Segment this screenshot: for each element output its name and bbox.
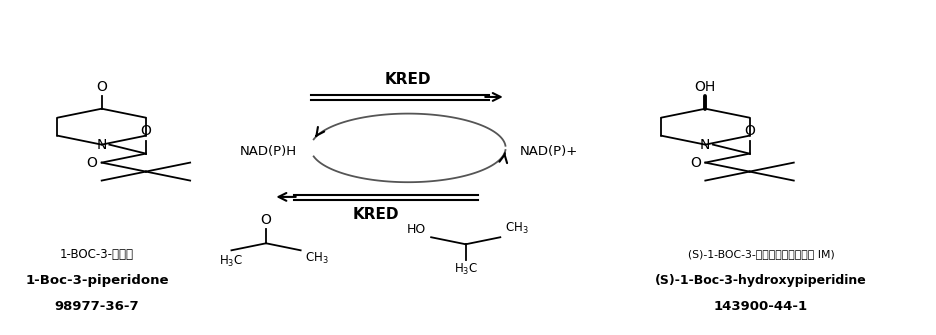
Text: O: O (260, 213, 271, 226)
Text: O: O (140, 124, 152, 138)
Text: O: O (743, 124, 754, 138)
Text: HO: HO (407, 223, 426, 236)
Text: CH$_3$: CH$_3$ (505, 221, 528, 236)
Text: CH$_3$: CH$_3$ (305, 251, 329, 266)
Text: 1-BOC-3-哌啊酮: 1-BOC-3-哌啊酮 (60, 248, 134, 261)
Text: N: N (96, 138, 107, 152)
Text: O: O (96, 79, 107, 93)
Text: NAD(P)+: NAD(P)+ (519, 145, 578, 158)
Text: (S)-1-BOC-3-羟基哌啊（依鲁替尼 IM): (S)-1-BOC-3-羟基哌啊（依鲁替尼 IM) (687, 249, 834, 259)
Text: (S)-1-Boc-3-hydroxypiperidine: (S)-1-Boc-3-hydroxypiperidine (654, 274, 866, 287)
Text: 98977-36-7: 98977-36-7 (54, 300, 139, 313)
Text: KRED: KRED (352, 207, 399, 222)
Text: O: O (86, 155, 97, 170)
Text: 1-Boc-3-piperidone: 1-Boc-3-piperidone (25, 274, 168, 287)
Text: H$_3$C: H$_3$C (453, 262, 477, 277)
Text: NAD(P)H: NAD(P)H (240, 145, 297, 158)
Text: O: O (689, 155, 700, 170)
Text: 143900-44-1: 143900-44-1 (713, 300, 807, 313)
Text: H$_3$C: H$_3$C (219, 254, 243, 269)
Text: KRED: KRED (385, 72, 431, 87)
Text: OH: OH (694, 79, 715, 93)
Text: N: N (699, 138, 709, 152)
